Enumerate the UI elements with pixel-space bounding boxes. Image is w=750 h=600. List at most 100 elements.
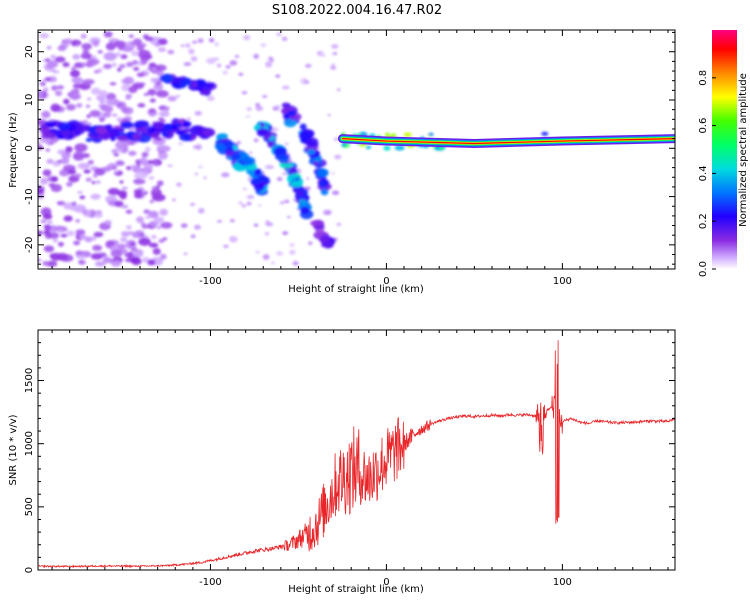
band-center-left-blob [145,126,156,134]
noise-blob [264,164,275,170]
noise-blob [292,261,299,266]
descending-branch-2-blob [282,163,292,169]
descending-branch-1-blob [242,156,256,166]
noise-blob [52,238,59,243]
noise-blob [152,248,161,255]
band-center-left-blob [82,124,90,130]
noise-blob [97,50,103,54]
noise-blob [167,49,175,55]
noise-blob [45,260,58,267]
x-tick-label: -100 [199,577,222,588]
noise-blob [253,138,259,143]
noise-blob [261,95,268,98]
band-center-left-blob [182,128,193,133]
noise-blob [38,90,44,99]
spectrogram-blobs [38,31,549,267]
noise-blob [85,177,92,182]
noise-blob [66,230,75,237]
descending-branch-2-blob [259,122,265,128]
noise-blob [253,223,259,227]
descending-branch-3-blob [318,180,326,187]
noise-blob [216,63,222,68]
noise-blob [167,95,177,102]
noise-blob [316,51,322,55]
noise-blob [114,170,119,173]
noise-blob [95,180,101,184]
band-center-left-blob [61,129,71,138]
noise-blob [78,260,85,264]
carrier-bump [365,145,372,150]
noise-blob [229,60,238,66]
noise-blob [129,241,135,246]
noise-blob [289,249,296,255]
descending-branch-3-blob [313,161,319,166]
noise-blob [123,76,134,85]
noise-blob [81,43,93,50]
noise-blob [303,145,307,148]
noise-blob [102,257,113,264]
noise-blob [158,151,168,160]
noise-blob [69,92,81,100]
noise-blob [249,151,253,154]
band-center-left-blob [152,121,165,130]
noise-blob [190,234,196,238]
noise-blob [126,61,134,67]
noise-blob [111,166,117,170]
noise-blob [67,169,77,175]
noise-blob [90,87,101,95]
noise-blob [150,77,158,83]
noise-blob [64,38,73,44]
noise-blob [194,172,199,176]
noise-blob [56,85,65,90]
noise-blob [180,223,188,228]
descending-branch-2-blob [267,141,275,146]
band-center-left-blob [132,133,142,140]
noise-blob [243,35,251,41]
noise-blob [39,33,50,39]
noise-blob [50,54,57,59]
descending-branch-3-blob [287,110,297,116]
noise-blob [241,204,247,208]
noise-blob [149,98,156,103]
noise-blob [154,64,167,72]
noise-blob [53,107,59,111]
noise-blob [308,241,313,246]
noise-blob [157,38,168,46]
band-center-left-blob [95,126,108,135]
noise-blob [91,236,97,241]
noise-blob [234,54,240,59]
noise-blob [156,226,162,229]
noise-blob [164,106,170,111]
noise-blob [281,172,288,176]
noise-blob [144,146,151,153]
noise-blob [183,62,192,66]
noise-blob [269,59,275,62]
noise-blob [80,52,92,60]
band-upper-blob [190,83,198,88]
spectrogram-background [38,30,675,269]
band-center-left-blob [75,131,81,137]
noise-blob [197,208,205,214]
noise-blob [74,173,82,178]
noise-blob [92,173,98,178]
descending-branch-1-blob [223,140,234,148]
noise-blob [101,253,107,257]
carrier-bump [390,133,397,138]
noise-blob [203,176,207,180]
noise-blob [86,97,92,101]
noise-blob [120,54,128,60]
noise-blob [264,231,270,236]
band-center-left-blob [116,135,129,142]
noise-blob [151,234,157,239]
noise-blob [40,219,47,224]
band-upper-blob [182,77,192,83]
noise-blob [105,105,114,113]
noise-blob [286,216,291,219]
noise-blob [74,143,88,153]
noise-blob [147,88,157,96]
noise-blob [102,111,112,118]
noise-blob [90,193,101,200]
snr-series-line [38,340,675,569]
